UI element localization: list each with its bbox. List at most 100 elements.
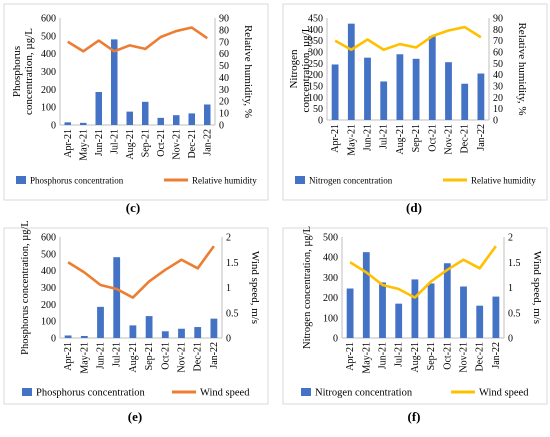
- y2-tick-label: 80: [219, 25, 229, 36]
- legend-bar-label: Nitrogen concentration: [315, 388, 413, 399]
- y2-tick-label: 0.5: [508, 308, 521, 319]
- y2-tick-label: 50: [493, 59, 503, 70]
- x-tick-label: Nov-21: [177, 342, 188, 373]
- bar: [129, 325, 137, 338]
- bar: [411, 279, 419, 338]
- y-axis-title-line2: concentration, µg/L: [23, 28, 35, 115]
- bar: [380, 81, 388, 120]
- bar: [346, 288, 354, 338]
- bar: [428, 36, 436, 121]
- x-tick-label: Jul-21: [112, 342, 123, 367]
- y2-tick-label: 60: [493, 48, 503, 59]
- y-axis-title-line2: concentration, µg/L: [300, 25, 312, 112]
- bar: [194, 327, 202, 338]
- bar: [364, 57, 371, 120]
- x-tick-label: Dec-21: [193, 342, 204, 371]
- bar: [476, 305, 484, 338]
- bar: [80, 335, 88, 338]
- bar: [396, 54, 404, 121]
- y-tick-label: 350: [308, 36, 323, 47]
- legend-bar-label: Phosphorus concentration: [30, 176, 124, 186]
- y-tick-label: 400: [41, 49, 56, 60]
- y-tick-label: 100: [323, 313, 338, 324]
- bar: [141, 101, 149, 125]
- y2-tick-label: 70: [219, 37, 229, 48]
- x-tick-label: Aug-21: [395, 124, 406, 155]
- y2-tick-label: 90: [493, 14, 503, 25]
- y-tick-label: 500: [41, 31, 56, 42]
- panel-label: (f): [408, 409, 421, 424]
- y-tick-label: 300: [41, 67, 56, 78]
- y2-tick-label: 10: [219, 109, 229, 120]
- x-tick-label: Jul-21: [379, 124, 390, 149]
- legend-line-label: Relative humidity: [192, 176, 257, 186]
- y-tick-label: 600: [41, 233, 56, 244]
- y2-tick-label: 40: [219, 73, 229, 84]
- y2-tick-label: 70: [493, 36, 503, 47]
- chart-panel-4: 0 100 200 300 400 500 0 0.5 1 1.5 2 Nitrogen concen…: [282, 226, 548, 424]
- legend-bar-swatch: [22, 388, 32, 396]
- y2-tick-label: 2: [508, 233, 513, 244]
- bar: [203, 104, 211, 125]
- y2-tick-label: 60: [219, 49, 229, 60]
- chart-panel-2: 0501001502002503003504004500102030405060…: [282, 3, 548, 215]
- y-tick-label: 0: [318, 116, 323, 127]
- y-tick-label: 200: [41, 85, 56, 96]
- y-tick-label: 200: [41, 300, 56, 311]
- bar: [126, 111, 134, 125]
- y2-axis-title: Relative humidity, %: [242, 25, 254, 118]
- x-tick-label: Jun-21: [96, 342, 107, 369]
- y2-tick-label: 1: [508, 283, 513, 294]
- y2-tick-label: 2: [226, 233, 231, 244]
- x-tick-label: Aug-21: [410, 342, 421, 373]
- bar: [427, 283, 435, 338]
- x-tick-label: Jan-22: [476, 124, 487, 151]
- y2-tick-label: 1.5: [226, 258, 239, 269]
- bar: [445, 62, 452, 120]
- y2-tick-label: 20: [493, 93, 503, 104]
- y2-tick-label: 50: [219, 61, 229, 72]
- line-series: [334, 25, 482, 52]
- x-tick-label: May-21: [78, 129, 89, 161]
- x-tick-label: Sep-21: [426, 342, 437, 370]
- bar: [443, 263, 451, 338]
- bar: [178, 328, 185, 338]
- y2-tick-label: 1: [226, 283, 231, 294]
- bar: [331, 64, 339, 120]
- bar: [188, 113, 196, 125]
- bar: [395, 303, 403, 338]
- x-tick-label: Nov-21: [171, 129, 182, 160]
- y-tick-label: 100: [308, 93, 323, 104]
- legend: Phosphorus concentration Relative humidit…: [16, 176, 257, 186]
- bar: [461, 83, 469, 120]
- x-tick-label: Sep-21: [140, 129, 151, 157]
- y2-tick-label: 0.5: [226, 308, 239, 319]
- y-tick-label: 400: [323, 253, 338, 264]
- y-tick-label: 0: [333, 334, 338, 345]
- x-tick-label: Oct-21: [442, 342, 453, 370]
- y2-tick-label: 0: [508, 334, 513, 345]
- legend: Phosphorus concentration Wind speed: [22, 388, 250, 399]
- bar: [64, 122, 72, 125]
- y-tick-label: 150: [308, 82, 323, 93]
- x-tick-label: Jul-21: [394, 342, 405, 367]
- legend-bar-swatch: [301, 388, 311, 396]
- y-tick-label: 0: [51, 121, 56, 132]
- x-tick-label: Nov-21: [444, 124, 455, 155]
- x-tick-label: Sep-21: [411, 124, 422, 152]
- y-tick-label: 0: [51, 334, 56, 345]
- bar: [161, 331, 169, 338]
- x-tick-label: Oct-21: [160, 342, 171, 370]
- bar: [460, 286, 467, 338]
- chart-panel-3: 0 100 200 300 400 500 600 0 0.5 1 1.5 2 Phosphorus c…: [3, 220, 269, 424]
- line-series: [349, 245, 497, 299]
- chart-panel-1: 01002003004005006000102030405060708090Ph…: [3, 3, 269, 215]
- x-tick-label: Jul-21: [109, 129, 120, 154]
- bar: [412, 58, 420, 120]
- x-tick-label: Aug-21: [128, 342, 139, 373]
- bar: [113, 257, 121, 338]
- legend-bar-swatch: [16, 176, 26, 184]
- x-tick-label: Dec-21: [187, 129, 198, 158]
- y-axis-title: Nitrogen: [288, 49, 300, 89]
